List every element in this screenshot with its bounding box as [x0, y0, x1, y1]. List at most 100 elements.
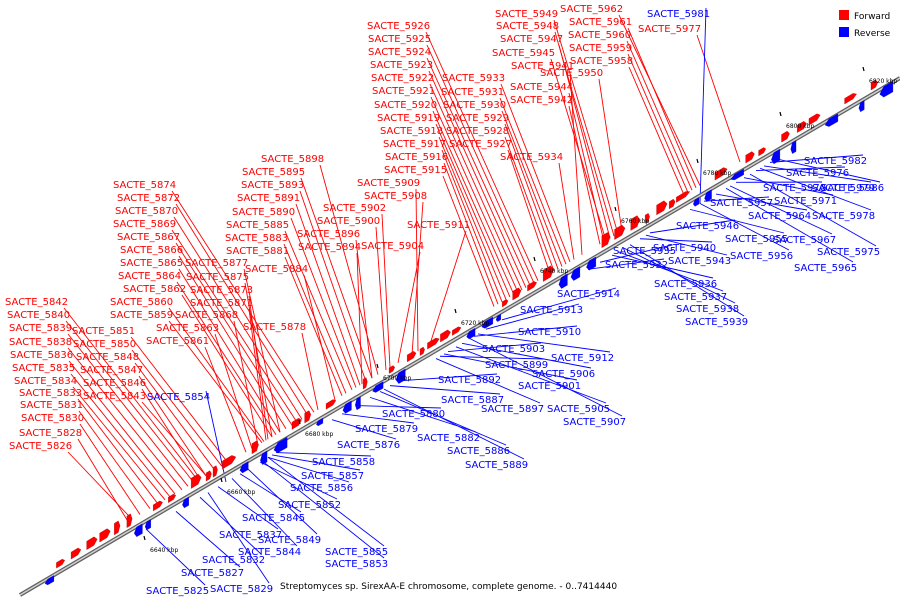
forward-gene-label[interactable]: SACTE_5925: [368, 34, 431, 45]
forward-gene-label[interactable]: SACTE_5919: [377, 113, 440, 124]
reverse-gene-label[interactable]: SACTE_5858: [312, 457, 375, 468]
reverse-gene-label[interactable]: SACTE_5982: [804, 156, 867, 167]
reverse-gene-label[interactable]: SACTE_5964: [748, 211, 811, 222]
forward-gene-label[interactable]: SACTE_5883: [225, 233, 288, 244]
forward-gene-label[interactable]: SACTE_5923: [370, 60, 433, 71]
forward-gene-label[interactable]: SACTE_5918: [380, 126, 443, 137]
forward-gene-label[interactable]: SACTE_5836: [10, 350, 73, 361]
forward-gene-label[interactable]: SACTE_5896: [297, 229, 360, 240]
reverse-gene-label[interactable]: SACTE_5938: [676, 304, 739, 315]
forward-gene-label[interactable]: SACTE_5921: [372, 86, 435, 97]
forward-gene-label[interactable]: SACTE_5839: [9, 323, 72, 334]
forward-gene-label[interactable]: SACTE_5831: [20, 400, 83, 411]
forward-gene-label[interactable]: SACTE_5884: [245, 264, 308, 275]
reverse-gene-label[interactable]: SACTE_5903: [482, 344, 545, 355]
forward-gene-label[interactable]: SACTE_5860: [110, 297, 173, 308]
forward-gene-label[interactable]: SACTE_5873: [190, 285, 253, 296]
forward-gene-label[interactable]: SACTE_5942: [510, 95, 573, 106]
reverse-gene-label[interactable]: SACTE_5856: [290, 483, 353, 494]
forward-gene-label[interactable]: SACTE_5881: [226, 246, 289, 257]
forward-gene-label[interactable]: SACTE_5931: [441, 87, 504, 98]
reverse-gene-label[interactable]: SACTE_5981: [647, 9, 710, 20]
reverse-gene-label[interactable]: SACTE_5907: [563, 417, 626, 428]
forward-gene-label[interactable]: SACTE_5908: [364, 191, 427, 202]
forward-gene-label[interactable]: SACTE_5866: [120, 245, 183, 256]
reverse-gene-label[interactable]: SACTE_5845: [242, 513, 305, 524]
reverse-gene-label[interactable]: SACTE_5853: [325, 559, 388, 570]
forward-gene-label[interactable]: SACTE_5893: [241, 180, 304, 191]
reverse-gene-label[interactable]: SACTE_5876: [337, 440, 400, 451]
forward-gene-label[interactable]: SACTE_5917: [383, 139, 446, 150]
forward-gene-label[interactable]: SACTE_5871: [190, 298, 253, 309]
reverse-gene-label[interactable]: SACTE_5899: [485, 360, 548, 371]
forward-gene-label[interactable]: SACTE_5828: [19, 428, 82, 439]
reverse-gene-label[interactable]: SACTE_5955: [725, 234, 788, 245]
reverse-gene-label[interactable]: SACTE_5912: [551, 353, 614, 364]
reverse-gene-label[interactable]: SACTE_5914: [557, 289, 620, 300]
forward-gene-label[interactable]: SACTE_5865: [120, 258, 183, 269]
forward-gene-label[interactable]: SACTE_5941: [511, 61, 574, 72]
forward-gene-label[interactable]: SACTE_5834: [14, 376, 77, 387]
forward-gene-label[interactable]: SACTE_5846: [83, 378, 146, 389]
reverse-gene-label[interactable]: SACTE_5837: [219, 530, 282, 541]
forward-gene-label[interactable]: SACTE_5902: [323, 203, 386, 214]
forward-gene-label[interactable]: SACTE_5949: [495, 9, 558, 20]
forward-gene-label[interactable]: SACTE_5911: [407, 220, 470, 231]
forward-gene-label[interactable]: SACTE_5920: [374, 100, 437, 111]
reverse-gene-label[interactable]: SACTE_5975: [817, 247, 880, 258]
forward-gene-label[interactable]: SACTE_5826: [9, 441, 72, 452]
forward-gene-label[interactable]: SACTE_5961: [569, 17, 632, 28]
reverse-gene-label[interactable]: SACTE_5965: [794, 263, 857, 274]
forward-gene-label[interactable]: SACTE_5916: [385, 152, 448, 163]
forward-gene-label[interactable]: SACTE_5945: [492, 48, 555, 59]
forward-gene-label[interactable]: SACTE_5909: [357, 178, 420, 189]
forward-gene-label[interactable]: SACTE_5904: [361, 241, 424, 252]
reverse-gene-label[interactable]: SACTE_5849: [258, 535, 321, 546]
reverse-gene-label[interactable]: SACTE_5886: [447, 446, 510, 457]
forward-gene-label[interactable]: SACTE_5950: [540, 68, 603, 79]
forward-gene-label[interactable]: SACTE_5851: [72, 326, 135, 337]
forward-gene-label[interactable]: SACTE_5934: [500, 152, 563, 163]
reverse-gene-label[interactable]: SACTE_5906: [532, 369, 595, 380]
forward-gene-label[interactable]: SACTE_5891: [237, 193, 300, 204]
reverse-gene-label[interactable]: SACTE_5829: [210, 584, 273, 595]
reverse-gene-label[interactable]: SACTE_5939: [685, 317, 748, 328]
reverse-gene-label[interactable]: SACTE_5879: [355, 424, 418, 435]
forward-gene-label[interactable]: SACTE_5922: [371, 73, 434, 84]
reverse-gene-label[interactable]: SACTE_5905: [547, 404, 610, 415]
forward-gene-label[interactable]: SACTE_5895: [242, 167, 305, 178]
forward-gene-label[interactable]: SACTE_5835: [12, 363, 75, 374]
forward-gene-label[interactable]: SACTE_5862: [123, 284, 186, 295]
reverse-gene-label[interactable]: SACTE_5910: [518, 327, 581, 338]
forward-gene-label[interactable]: SACTE_5947: [500, 34, 563, 45]
forward-gene-label[interactable]: SACTE_5868: [175, 310, 238, 321]
forward-gene-label[interactable]: SACTE_5960: [568, 30, 631, 41]
reverse-gene-label[interactable]: SACTE_5946: [676, 221, 739, 232]
forward-gene-label[interactable]: SACTE_5885: [226, 220, 289, 231]
forward-gene-label[interactable]: SACTE_5842: [5, 297, 68, 308]
forward-gene-label[interactable]: SACTE_5875: [186, 272, 249, 283]
reverse-gene-label[interactable]: SACTE_5986: [821, 183, 884, 194]
reverse-gene-label[interactable]: SACTE_5971: [774, 196, 837, 207]
reverse-gene-label[interactable]: SACTE_5957: [710, 198, 773, 209]
forward-gene-label[interactable]: SACTE_5840: [7, 310, 70, 321]
forward-gene-label[interactable]: SACTE_5944: [510, 82, 573, 93]
forward-gene-label[interactable]: SACTE_5924: [368, 47, 431, 58]
forward-gene-label[interactable]: SACTE_5926: [367, 21, 430, 32]
forward-gene-label[interactable]: SACTE_5850: [73, 339, 136, 350]
reverse-gene-label[interactable]: SACTE_5887: [441, 395, 504, 406]
reverse-gene-label[interactable]: SACTE_5913: [520, 305, 583, 316]
forward-gene-label[interactable]: SACTE_5878: [243, 322, 306, 333]
forward-gene-label[interactable]: SACTE_5977: [638, 24, 701, 35]
reverse-gene-label[interactable]: SACTE_5880: [382, 409, 445, 420]
reverse-gene-label[interactable]: SACTE_5937: [664, 292, 727, 303]
reverse-gene-label[interactable]: SACTE_5882: [417, 433, 480, 444]
forward-gene-label[interactable]: SACTE_5915: [384, 165, 447, 176]
reverse-gene-label[interactable]: SACTE_5889: [465, 460, 528, 471]
reverse-gene-label[interactable]: SACTE_5844: [238, 547, 301, 558]
reverse-gene-label[interactable]: SACTE_5935: [613, 246, 676, 257]
forward-gene-label[interactable]: SACTE_5962: [560, 4, 623, 15]
reverse-gene-label[interactable]: SACTE_5956: [730, 251, 793, 262]
forward-gene-label[interactable]: SACTE_5933: [442, 73, 505, 84]
reverse-gene-label[interactable]: SACTE_5940: [653, 243, 716, 254]
